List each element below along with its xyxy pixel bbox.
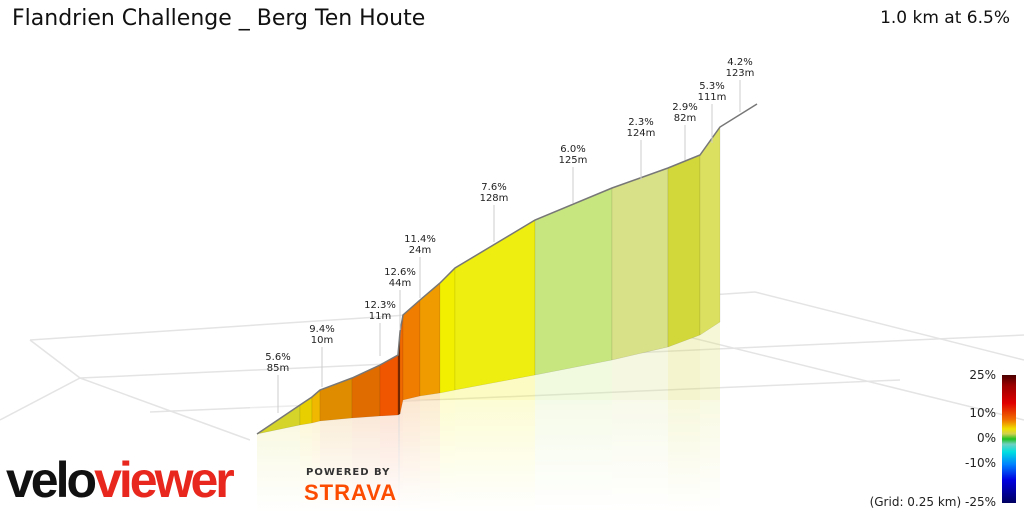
profile-segment — [454, 219, 536, 391]
profile-segment — [667, 154, 701, 348]
profile-outline — [256, 103, 758, 435]
profile-segment — [611, 167, 669, 361]
powered-by-label: POWERED BY — [306, 467, 391, 478]
legend-tick: 10% — [969, 406, 996, 420]
legend-tick: 0% — [976, 431, 996, 445]
profile-segment — [699, 126, 721, 336]
segment-length-label: 128m — [480, 193, 509, 204]
legend-tick: 25% — [969, 368, 996, 382]
segment-gradient-label: 11.4% — [404, 234, 436, 245]
segment-gradient-label: 7.6% — [481, 182, 506, 193]
segment-gradient-label: 6.0% — [560, 144, 585, 155]
gradient-color-scale — [1002, 375, 1016, 503]
profile-segment — [402, 299, 421, 401]
segment-gradient-label: 2.3% — [628, 117, 653, 128]
profile-segment — [534, 187, 613, 376]
segment-length-label: 111m — [698, 92, 727, 103]
segment-length-label: 125m — [559, 155, 588, 166]
segment-length-label: 85m — [267, 363, 289, 374]
profile-segment — [439, 267, 456, 394]
legend-tick-min: -25% — [964, 495, 996, 509]
grid-note: (Grid: 0.25 km) — [869, 495, 962, 509]
profile-segment — [311, 389, 321, 424]
segment-length-label: 24m — [409, 245, 431, 256]
profile-segment — [419, 282, 441, 397]
grid-line — [0, 377, 81, 421]
segment-length-label: 124m — [627, 128, 656, 139]
climb-summary: 1.0 km at 6.5% — [880, 8, 1010, 28]
grid-line — [754, 291, 1024, 361]
segment-length-label: 82m — [674, 113, 696, 124]
strava-logo: STRAVA — [304, 480, 398, 505]
legend-tick: (Grid: 0.25 km) -25% — [870, 495, 996, 509]
segment-gradient-label: 5.6% — [265, 352, 290, 363]
segment-length-label: 11m — [369, 311, 391, 322]
page-title: Flandrien Challenge _ Berg Ten Houte — [12, 6, 426, 31]
legend-tick: -10% — [964, 456, 996, 470]
segment-gradient-label: 2.9% — [672, 102, 697, 113]
veloviewer-logo: veloviewer — [6, 452, 235, 508]
segment-gradient-label: 12.3% — [364, 300, 396, 311]
segment-length-label: 123m — [726, 68, 755, 79]
segment-length-label: 10m — [311, 335, 333, 346]
segment-gradient-label: 4.2% — [727, 57, 752, 68]
profile-segment — [351, 364, 381, 419]
grid-line — [29, 339, 81, 379]
segment-gradient-label: 12.6% — [384, 267, 416, 278]
segment-length-label: 44m — [389, 278, 411, 289]
grid-line — [79, 377, 251, 441]
segment-gradient-label: 5.3% — [699, 81, 724, 92]
segment-gradient-label: 9.4% — [309, 324, 334, 335]
